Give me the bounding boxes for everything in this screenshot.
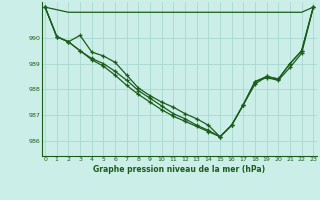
X-axis label: Graphe pression niveau de la mer (hPa): Graphe pression niveau de la mer (hPa) [93,165,265,174]
